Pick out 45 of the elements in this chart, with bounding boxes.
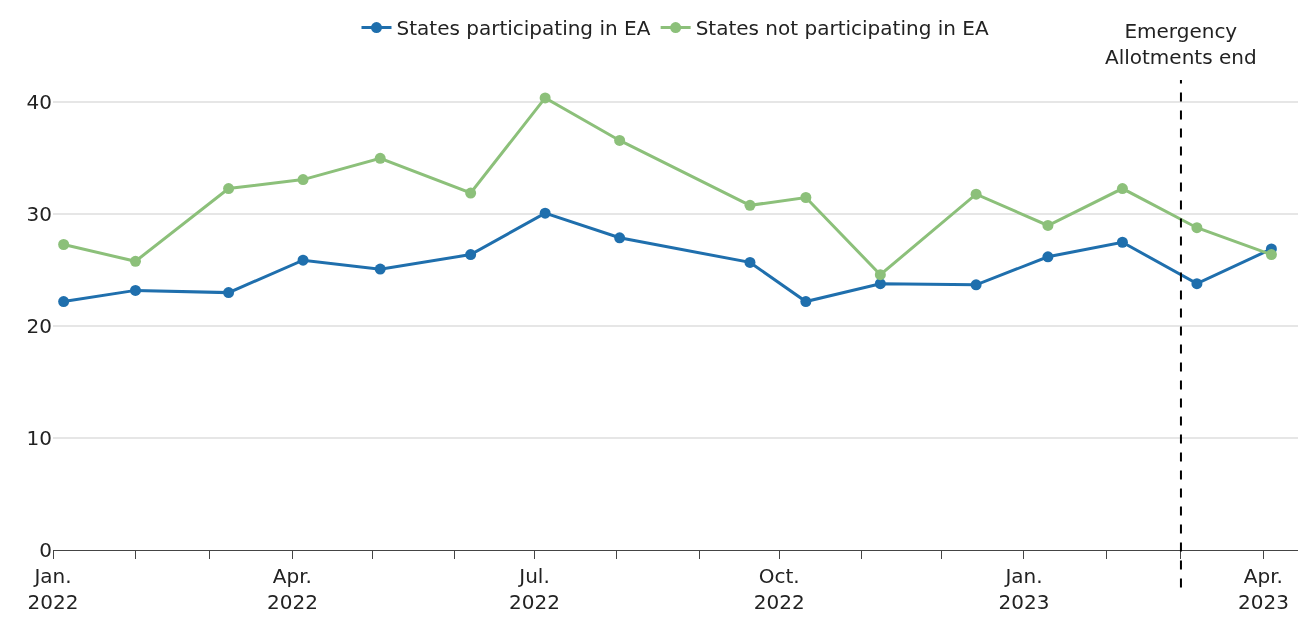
- x-tick-label: Apr. 2022: [266, 564, 318, 614]
- point: [744, 199, 756, 211]
- point: [223, 183, 235, 195]
- point: [970, 188, 982, 200]
- point: [874, 269, 886, 281]
- point: [874, 278, 886, 290]
- point: [614, 134, 626, 146]
- point: [297, 174, 309, 186]
- point: [1042, 219, 1054, 231]
- x-tick-label: Jan. 2022: [27, 564, 79, 614]
- point: [1042, 251, 1054, 263]
- point: [970, 279, 982, 291]
- point: [374, 263, 386, 275]
- point: [800, 192, 812, 203]
- x-tick-label: Jul. 2022: [509, 564, 560, 614]
- x-tick-label: Jan. 2023: [998, 564, 1050, 614]
- y-tick-label: 0: [39, 538, 52, 562]
- legend-label: States not participating in EA: [695, 16, 989, 41]
- y-tick-label: 10: [26, 426, 52, 451]
- point: [58, 296, 70, 308]
- y-tick-label: 40: [26, 90, 52, 115]
- ref-line-label: Emergency Allotments end: [1105, 19, 1257, 69]
- point: [539, 207, 551, 219]
- x-tick-label: Apr. 2023: [1237, 564, 1289, 614]
- point: [297, 254, 309, 266]
- point: [1116, 236, 1128, 248]
- point: [1191, 278, 1203, 290]
- point: [223, 287, 235, 299]
- legend-label: States participating in EA: [396, 16, 651, 41]
- point: [1191, 222, 1203, 234]
- x-tick-label: Oct. 2022: [753, 564, 805, 614]
- point: [465, 187, 477, 199]
- point: [614, 232, 626, 244]
- point: [539, 92, 551, 104]
- point: [800, 296, 812, 308]
- y-tick-label: 30: [26, 202, 52, 227]
- point: [1265, 249, 1277, 261]
- point: [374, 152, 386, 164]
- point: [465, 249, 477, 261]
- point: [129, 284, 141, 296]
- point: [1116, 183, 1128, 195]
- point: [129, 255, 141, 267]
- point: [58, 239, 70, 250]
- y-tick-label: 20: [26, 314, 52, 339]
- point: [744, 256, 756, 268]
